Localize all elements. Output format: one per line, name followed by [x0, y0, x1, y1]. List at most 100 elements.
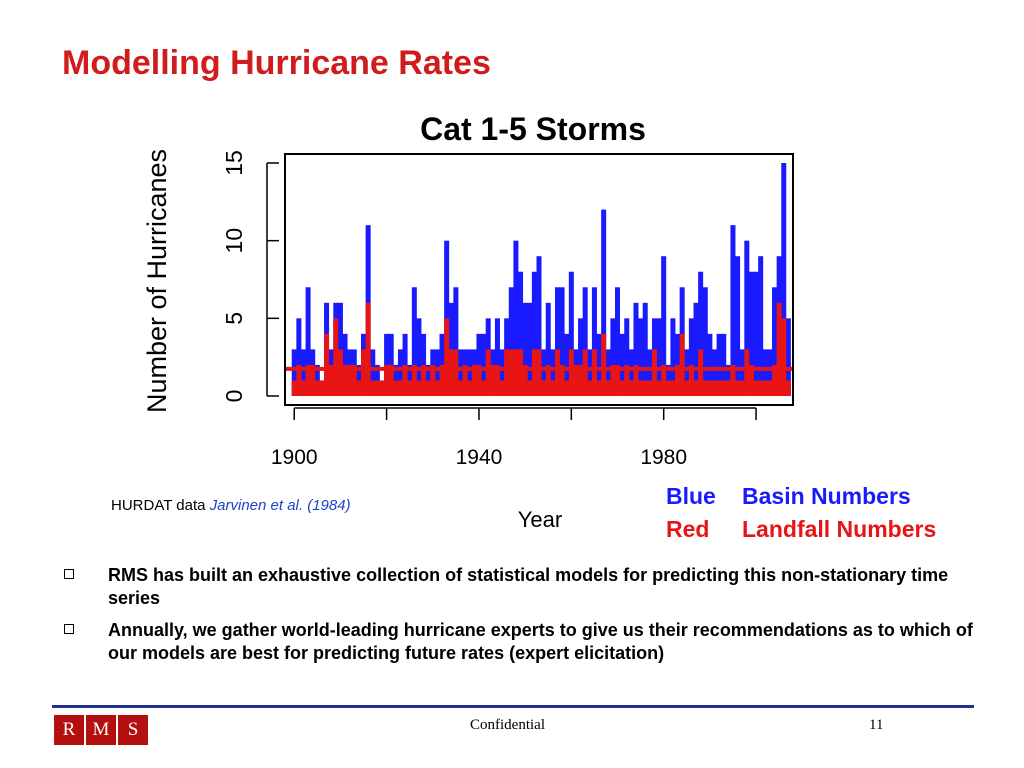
landfall-bar — [711, 380, 717, 396]
checkbox-bullet-icon — [64, 569, 74, 579]
basin-bar — [735, 256, 741, 396]
landfall-bar — [471, 364, 477, 396]
landfall-bar — [628, 380, 634, 396]
landfall-bar — [430, 364, 436, 396]
basin-bar — [610, 318, 616, 396]
axes-layer: 0 5 10 15 1900 1940 1980 — [221, 150, 757, 469]
basin-bar — [665, 364, 671, 396]
landfall-bar — [716, 380, 722, 396]
basin-bar — [508, 287, 514, 396]
landfall-bar — [721, 380, 727, 396]
landfall-bar — [481, 380, 487, 396]
y-axis-label: Number of Hurricanes — [142, 149, 172, 413]
basin-bar — [536, 256, 542, 396]
basin-bar — [411, 287, 417, 396]
bullet-text: Annually, we gather world-leading hurric… — [108, 620, 973, 663]
basin-bar — [522, 302, 528, 396]
landfall-bar — [342, 364, 348, 396]
landfall-bar — [444, 318, 450, 396]
landfall-bar — [748, 364, 754, 396]
basin-bar — [457, 349, 463, 396]
basin-bar — [531, 271, 537, 396]
landfall-bar — [513, 349, 519, 396]
bars-layer — [291, 163, 791, 396]
landfall-bar — [578, 364, 584, 396]
landfall-bar — [504, 349, 510, 396]
basin-bar — [633, 302, 639, 396]
landfall-bar — [527, 380, 533, 396]
landfall-bar — [541, 380, 547, 396]
basin-bar — [300, 349, 306, 396]
legend-landfall-key: Red — [666, 516, 710, 542]
bullet-item: RMS has built an exhaustive collection o… — [64, 564, 984, 610]
basin-bar — [587, 349, 593, 396]
landfall-bar — [476, 364, 482, 396]
legend-basin: Blue Basin Numbers — [666, 480, 936, 513]
landfall-bar — [531, 349, 537, 396]
landfall-bar — [762, 380, 768, 396]
landfall-bar — [684, 380, 690, 396]
landfall-bar — [725, 380, 731, 396]
plot-frame — [284, 153, 794, 406]
basin-bar — [642, 302, 648, 396]
landfall-bar — [337, 349, 343, 396]
landfall-bar — [730, 364, 736, 396]
landfall-bar — [767, 380, 773, 396]
bullet-text: RMS has built an exhaustive collection o… — [108, 565, 949, 608]
x-tick-label: 1940 — [456, 446, 503, 469]
landfall-bar — [698, 349, 704, 396]
landfall-bar — [601, 333, 607, 396]
basin-bar — [707, 333, 713, 396]
landfall-bar — [314, 380, 320, 396]
landfall-bar — [554, 349, 560, 396]
source-prefix: HURDAT data — [111, 497, 210, 514]
basin-bar — [670, 318, 676, 396]
landfall-bar — [638, 380, 644, 396]
source-citation: Jarvinen et al. (1984) — [209, 497, 351, 514]
landfall-bar — [753, 380, 759, 396]
landfall-bar — [587, 380, 593, 396]
landfall-bar — [573, 364, 579, 396]
landfall-bar — [591, 349, 597, 396]
basin-bar — [772, 287, 778, 396]
basin-bar — [684, 349, 690, 396]
confidential-label: Confidential — [470, 717, 545, 733]
landfall-bar — [633, 364, 639, 396]
basin-bar — [721, 333, 727, 396]
basin-bar — [711, 349, 717, 396]
landfall-bar — [550, 380, 556, 396]
landfall-bar — [416, 380, 422, 396]
landfall-bar — [291, 380, 297, 396]
landfall-bar — [439, 364, 445, 396]
rms-logo: R M S — [54, 715, 150, 745]
landfall-bar — [407, 380, 413, 396]
basin-bar — [494, 318, 500, 396]
basin-bar — [716, 333, 722, 396]
basin-bar — [615, 287, 621, 396]
basin-bar — [656, 318, 662, 396]
landfall-bar — [384, 364, 390, 396]
landfall-bar — [642, 380, 648, 396]
basin-bar — [744, 240, 750, 396]
slide-title: Modelling Hurricane Rates — [62, 44, 491, 82]
basin-bar — [739, 349, 745, 396]
basin-bar — [416, 318, 422, 396]
basin-bar — [374, 364, 380, 396]
basin-bar — [753, 271, 759, 396]
landfall-bar — [661, 364, 667, 396]
landfall-bar — [467, 380, 473, 396]
legend-basin-key: Blue — [666, 483, 716, 509]
landfall-bar — [296, 364, 302, 396]
landfall-bar — [647, 380, 653, 396]
landfall-bar — [333, 318, 339, 396]
landfall-bar — [388, 364, 394, 396]
basin-bar — [467, 349, 473, 396]
landfall-bar — [328, 364, 334, 396]
basin-bar — [591, 287, 597, 396]
basin-bar — [434, 349, 440, 396]
basin-bar — [638, 318, 644, 396]
landfall-bar — [615, 364, 621, 396]
basin-bar — [628, 349, 634, 396]
landfall-bar — [365, 302, 371, 396]
landfall-bar — [351, 364, 357, 396]
